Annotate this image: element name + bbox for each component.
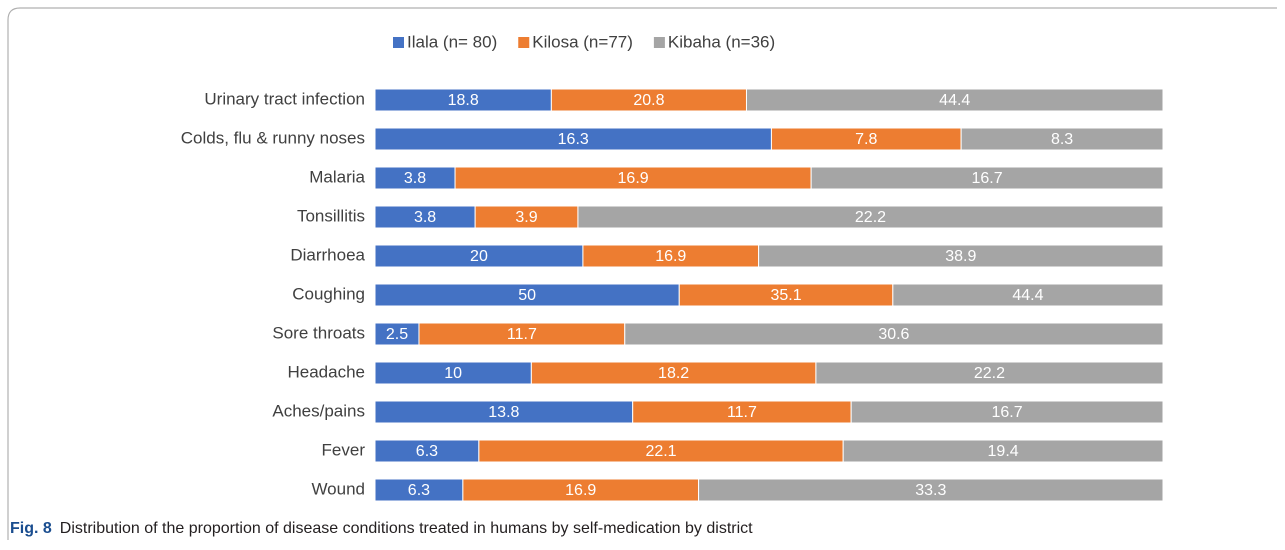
legend-label: Kilosa (n=77) — [532, 32, 633, 51]
data-label: 38.9 — [945, 248, 976, 265]
bar-segment — [745, 88, 1164, 112]
data-label: 11.7 — [507, 326, 537, 343]
caption: Fig. 8 Distribution of the proportion of … — [10, 520, 753, 537]
bar-segment — [624, 322, 1164, 346]
bar-segment — [758, 244, 1164, 268]
y-tick-label: Tonsillitis — [297, 206, 365, 225]
data-label: 7.8 — [855, 131, 877, 148]
data-label: 8.3 — [1051, 131, 1073, 148]
data-label: 22.2 — [974, 365, 1005, 382]
data-label: 11.7 — [727, 404, 757, 421]
data-label: 13.8 — [488, 404, 519, 421]
data-label: 6.3 — [416, 443, 438, 460]
data-label: 2.5 — [386, 326, 408, 343]
y-tick-label: Colds, flu & runny noses — [181, 128, 365, 147]
data-label: 6.3 — [408, 482, 430, 499]
data-label: 16.9 — [655, 248, 686, 265]
legend-label: Kibaha (n=36) — [668, 32, 775, 51]
data-label: 16.7 — [971, 170, 1002, 187]
y-tick-label: Aches/pains — [272, 401, 365, 420]
data-label: 50 — [518, 287, 536, 304]
bar-segment — [577, 205, 1164, 229]
data-label: 16.9 — [618, 170, 649, 187]
data-label: 19.4 — [988, 443, 1019, 460]
y-tick-label: Coughing — [292, 284, 365, 303]
data-label: 33.3 — [915, 482, 946, 499]
data-label: 44.4 — [1012, 287, 1043, 304]
data-label: 3.8 — [414, 209, 436, 226]
data-label: 35.1 — [770, 287, 801, 304]
data-label: 20.8 — [633, 92, 664, 109]
bar-segment — [810, 166, 1164, 190]
data-label: 30.6 — [878, 326, 909, 343]
caption-label: Fig. 8 — [10, 520, 52, 537]
y-tick-label: Wound — [311, 479, 365, 498]
data-label: 20 — [470, 248, 488, 265]
data-label: 16.7 — [992, 404, 1023, 421]
data-label: 16.9 — [565, 482, 596, 499]
legend-label: Ilala (n= 80) — [407, 32, 497, 51]
y-tick-label: Malaria — [309, 167, 365, 186]
y-tick-label: Fever — [322, 440, 366, 459]
data-label: 18.2 — [658, 365, 689, 382]
bar-segment — [815, 361, 1164, 385]
legend-swatch — [653, 37, 665, 48]
data-label: 22.2 — [855, 209, 886, 226]
bar-segment — [850, 400, 1164, 424]
data-label: 18.8 — [448, 92, 479, 109]
data-label: 44.4 — [939, 92, 970, 109]
data-label: 16.3 — [558, 131, 589, 148]
bar-segment — [842, 439, 1164, 463]
bar-segment — [892, 283, 1164, 307]
legend-swatch — [393, 37, 404, 48]
data-label: 22.1 — [645, 443, 676, 460]
frame — [7, 7, 1277, 540]
y-tick-label: Diarrhoea — [290, 245, 365, 264]
bar-segment — [698, 478, 1164, 502]
data-label: 10 — [444, 365, 462, 382]
data-label: 3.9 — [515, 209, 537, 226]
y-tick-label: Urinary tract infection — [204, 89, 365, 108]
data-label: 3.8 — [404, 170, 426, 187]
legend-swatch — [518, 37, 530, 48]
y-tick-label: Headache — [287, 362, 365, 381]
bar-segment — [960, 127, 1164, 151]
caption-text: Distribution of the proportion of diseas… — [60, 520, 753, 537]
y-tick-label: Sore throats — [272, 323, 365, 342]
